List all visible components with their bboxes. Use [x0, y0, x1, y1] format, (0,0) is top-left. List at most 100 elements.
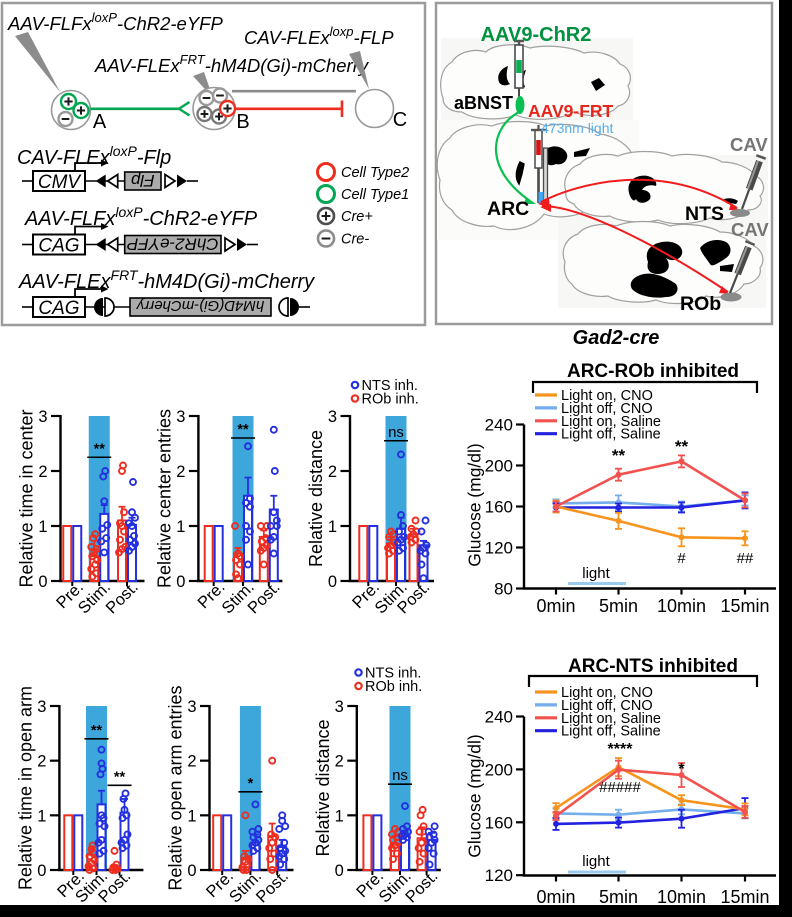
svg-text:0: 0	[335, 862, 344, 880]
svg-text:AAV9-ChR2: AAV9-ChR2	[481, 24, 592, 46]
svg-text:AAV-FLExFRT-hM4D(Gi)-mCherry: AAV-FLExFRT-hM4D(Gi)-mCherry	[94, 52, 370, 76]
svg-text:**: **	[114, 769, 126, 785]
svg-text:ROb inh.: ROb inh.	[365, 679, 422, 695]
svg-text:Cell Type2: Cell Type2	[341, 165, 409, 181]
svg-text:5min: 5min	[599, 596, 638, 616]
svg-text:0min: 0min	[536, 596, 575, 616]
svg-text:0: 0	[176, 573, 185, 591]
svg-text:Relative time in open arm: Relative time in open arm	[15, 686, 35, 890]
svg-text:240: 240	[485, 416, 513, 435]
svg-text:120: 120	[485, 539, 513, 558]
svg-text:0min: 0min	[536, 887, 575, 907]
svg-text:Cell Type1: Cell Type1	[341, 187, 409, 203]
svg-text:#: #	[677, 550, 686, 567]
svg-text:Glucose (mg/dl): Glucose (mg/dl)	[465, 734, 485, 858]
svg-text:Light on, CNO: Light on, CNO	[561, 685, 653, 701]
svg-text:Gad2-cre: Gad2-cre	[573, 327, 660, 349]
svg-text:#####: #####	[599, 779, 641, 796]
svg-text:C: C	[393, 109, 407, 131]
svg-text:80: 80	[494, 580, 513, 599]
svg-text:NTS inh.: NTS inh.	[365, 666, 421, 682]
svg-text:**: **	[675, 437, 689, 456]
svg-text:2: 2	[328, 463, 337, 481]
svg-text:0: 0	[328, 573, 337, 591]
svg-text:Light on, Saline: Light on, Saline	[561, 711, 661, 727]
svg-text:1: 1	[328, 518, 337, 536]
svg-text:Light off, Saline: Light off, Saline	[561, 427, 661, 443]
svg-text:****: ****	[608, 741, 634, 758]
svg-text:Post.: Post.	[103, 578, 142, 617]
svg-text:CMV: CMV	[38, 172, 83, 193]
svg-text:CAV-FLExloxp-FLP: CAV-FLExloxp-FLP	[244, 24, 394, 48]
svg-text:1: 1	[37, 807, 46, 825]
svg-text:CAV-FLExloxP-Flp: CAV-FLExloxP-Flp	[17, 143, 171, 169]
svg-text:0: 0	[38, 573, 47, 591]
svg-text:120: 120	[485, 866, 513, 885]
svg-text:Relative time in center: Relative time in center	[17, 409, 37, 587]
svg-text:light: light	[582, 853, 610, 870]
svg-text:Cre-: Cre-	[341, 232, 369, 248]
svg-text:AAV9-FRT: AAV9-FRT	[528, 101, 614, 121]
svg-text:ARC-ROb inhibited: ARC-ROb inhibited	[567, 361, 739, 382]
svg-text:2: 2	[37, 753, 46, 771]
svg-text:2: 2	[187, 753, 196, 771]
svg-text:CAV: CAV	[730, 134, 768, 155]
svg-text:Light on, CNO: Light on, CNO	[561, 388, 653, 404]
svg-text:1: 1	[176, 518, 185, 536]
svg-text:Glucose (mg/dl): Glucose (mg/dl)	[465, 443, 485, 567]
svg-text:10min: 10min	[657, 887, 706, 907]
svg-text:3: 3	[37, 698, 46, 716]
svg-text:2: 2	[335, 753, 344, 771]
svg-text:Light off, CNO: Light off, CNO	[561, 401, 653, 417]
svg-text:Light off, Saline: Light off, Saline	[561, 724, 661, 740]
svg-text:light: light	[582, 565, 610, 582]
svg-text:3: 3	[187, 698, 196, 716]
svg-text:Cre+: Cre+	[341, 209, 373, 225]
svg-text:NTS: NTS	[685, 203, 724, 225]
svg-text:**: **	[237, 422, 249, 438]
svg-text:0: 0	[187, 862, 196, 880]
svg-text:ChR2-eYFP: ChR2-eYFP	[126, 235, 218, 254]
svg-text:CAG: CAG	[38, 298, 79, 319]
svg-text:ns: ns	[388, 424, 404, 441]
svg-text:3: 3	[335, 698, 344, 716]
svg-text:Relative distance: Relative distance	[313, 719, 333, 856]
svg-text:hM4D(Gi)-mCherry: hM4D(Gi)-mCherry	[135, 297, 264, 314]
svg-text:Relative open arm entries: Relative open arm entries	[166, 685, 186, 890]
svg-text:3: 3	[38, 408, 47, 426]
svg-text:*: *	[248, 776, 254, 792]
svg-text:3: 3	[176, 408, 185, 426]
svg-text:ns: ns	[392, 767, 408, 784]
svg-text:0: 0	[37, 862, 46, 880]
svg-text:**: **	[612, 446, 626, 465]
svg-text:200: 200	[485, 457, 513, 476]
svg-text:160: 160	[485, 498, 513, 517]
svg-text:1: 1	[335, 807, 344, 825]
svg-text:3: 3	[328, 408, 337, 426]
svg-text:Light on, Saline: Light on, Saline	[561, 414, 661, 430]
svg-text:Light off, CNO: Light off, CNO	[561, 698, 653, 714]
svg-text:Post.: Post.	[402, 867, 441, 906]
svg-text:A: A	[93, 111, 107, 133]
svg-text:1: 1	[38, 518, 47, 536]
svg-text:aBNST: aBNST	[454, 93, 513, 113]
svg-text:1: 1	[187, 807, 196, 825]
svg-text:473nm light: 473nm light	[541, 120, 613, 136]
svg-text:240: 240	[485, 708, 513, 727]
svg-text:ROb: ROb	[680, 293, 721, 315]
svg-text:Flp: Flp	[131, 171, 155, 190]
svg-text:5min: 5min	[599, 887, 638, 907]
svg-text:**: **	[94, 441, 106, 457]
svg-text:##: ##	[737, 550, 754, 567]
svg-text:2: 2	[176, 463, 185, 481]
svg-text:200: 200	[485, 760, 513, 779]
svg-text:15min: 15min	[720, 887, 769, 907]
svg-text:ROb inh.: ROb inh.	[362, 392, 419, 408]
svg-text:15min: 15min	[720, 596, 769, 616]
svg-text:AAV-FLFxloxP-ChR2-eYFP: AAV-FLFxloxP-ChR2-eYFP	[24, 204, 258, 230]
svg-text:*: *	[678, 761, 685, 778]
svg-text:CAV: CAV	[731, 219, 769, 240]
svg-text:ARC-NTS inhibited: ARC-NTS inhibited	[568, 656, 738, 677]
svg-text:CAG: CAG	[38, 236, 79, 257]
svg-text:2: 2	[38, 463, 47, 481]
